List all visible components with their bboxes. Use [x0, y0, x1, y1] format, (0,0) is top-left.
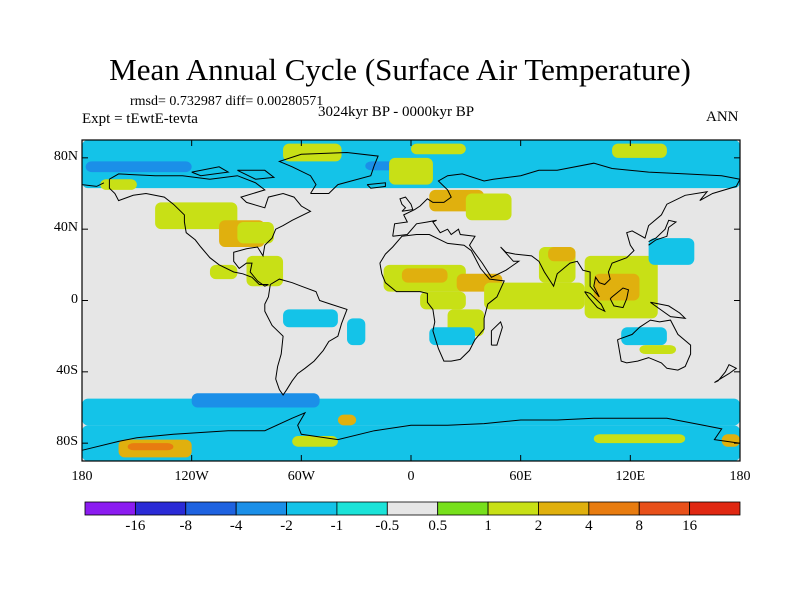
coastline: [366, 182, 386, 189]
colorbar-label: -8: [179, 518, 193, 534]
colorbar-label: 0.5: [428, 518, 448, 534]
coastline: [392, 162, 741, 237]
colorbar-label: -2: [280, 518, 293, 534]
coastline: [81, 411, 741, 451]
lon-tick-label: 60W: [287, 469, 315, 484]
anomaly-region: [593, 273, 640, 301]
anomaly-region: [401, 268, 448, 283]
colorbar-label: 4: [585, 518, 593, 534]
colorbar-label: -16: [125, 518, 146, 534]
season-label: ANN: [706, 109, 739, 125]
colorbar-swatch: [538, 501, 590, 516]
anomaly-region: [639, 345, 677, 354]
coastline: [379, 234, 505, 362]
coastline: [264, 278, 348, 396]
anomaly-region: [237, 222, 274, 244]
colorbar-label: -4: [229, 518, 243, 534]
colorbar-label: 1: [484, 518, 492, 534]
colorbar-swatch: [487, 501, 539, 516]
lat-tick-label: 40S: [56, 362, 78, 378]
lon-tick-label: 0: [407, 469, 415, 484]
anomaly-region: [100, 179, 137, 190]
anomaly-region: [420, 291, 466, 310]
anomaly-region: [82, 425, 740, 461]
coastline: [617, 319, 692, 371]
colorbar-label: -0.5: [375, 518, 400, 534]
anomaly-region: [337, 414, 357, 426]
anomaly-region: [721, 434, 740, 447]
lat-tick-label: 0: [71, 291, 78, 307]
anomaly-region: [82, 398, 740, 426]
lat-tick-label: 80S: [56, 434, 78, 450]
anomaly-region: [429, 327, 475, 346]
colorbar-swatch: [638, 501, 691, 516]
colorbar-swatch: [185, 501, 237, 516]
colorbar-swatch: [689, 501, 741, 516]
colorbar-swatch: [84, 501, 136, 516]
lat-tick-label: 80N: [53, 148, 78, 164]
coastline: [648, 219, 678, 246]
coastline: [191, 166, 230, 177]
anomaly-region: [465, 193, 512, 221]
experiment-label: Expt = tEwtE-tevta: [82, 111, 198, 127]
anomaly-region: [411, 143, 466, 155]
lon-tick-label: 120W: [174, 469, 209, 484]
coastline: [399, 196, 414, 212]
lon-tick-label: 180: [71, 469, 93, 484]
lon-tick-label: 180: [729, 469, 751, 484]
lon-tick-label: 60E: [509, 469, 532, 484]
colorbar-label: 8: [635, 518, 643, 534]
lon-tick-label: 120E: [615, 469, 646, 484]
anomaly-region: [209, 264, 238, 280]
colorbar-swatch: [437, 501, 489, 516]
colorbar-swatch: [235, 501, 287, 516]
anomaly-region: [283, 309, 338, 328]
anomaly-region: [127, 443, 174, 451]
colorbar-swatch: [134, 501, 187, 516]
coastline: [650, 301, 687, 319]
lat-tick-label: 40N: [53, 220, 78, 236]
colorbar-swatch: [336, 501, 388, 516]
anomaly-region: [283, 143, 342, 162]
anomaly-region: [155, 202, 238, 230]
coastline: [609, 287, 630, 309]
anomaly-region: [347, 318, 366, 346]
coastline: [392, 178, 741, 298]
anomaly-region: [593, 434, 686, 444]
colorbar-label: 16: [682, 518, 698, 534]
colorbar-swatch: [286, 501, 338, 516]
anomaly-region: [484, 282, 585, 310]
anomaly-region: [246, 255, 284, 287]
colorbar-swatch: [386, 501, 439, 516]
anomaly-region: [85, 161, 192, 173]
anomaly-region: [191, 393, 320, 408]
coastline: [714, 364, 738, 383]
colorbar-label: 2: [534, 518, 543, 534]
colorbar-swatch: [588, 501, 640, 516]
anomaly-region: [621, 327, 667, 346]
coastline: [81, 182, 105, 187]
anomaly-region: [292, 436, 338, 447]
stats-label: rmsd= 0.732987 diff= 0.00280571: [130, 94, 324, 109]
colorbar-label: -1: [330, 518, 344, 534]
coastline: [108, 173, 312, 287]
anomaly-region: [548, 247, 576, 262]
anomaly-region: [389, 157, 433, 185]
coastline: [237, 169, 276, 180]
anomaly-region: [612, 143, 667, 158]
period-label: 3024kyr BP - 0000kyr BP: [318, 104, 475, 120]
anomaly-region: [648, 238, 695, 265]
coastline: [277, 151, 379, 194]
coastline: [584, 291, 606, 313]
figure-title: Mean Annual Cycle (Surface Air Temperatu…: [109, 52, 691, 87]
coastline: [490, 320, 503, 346]
